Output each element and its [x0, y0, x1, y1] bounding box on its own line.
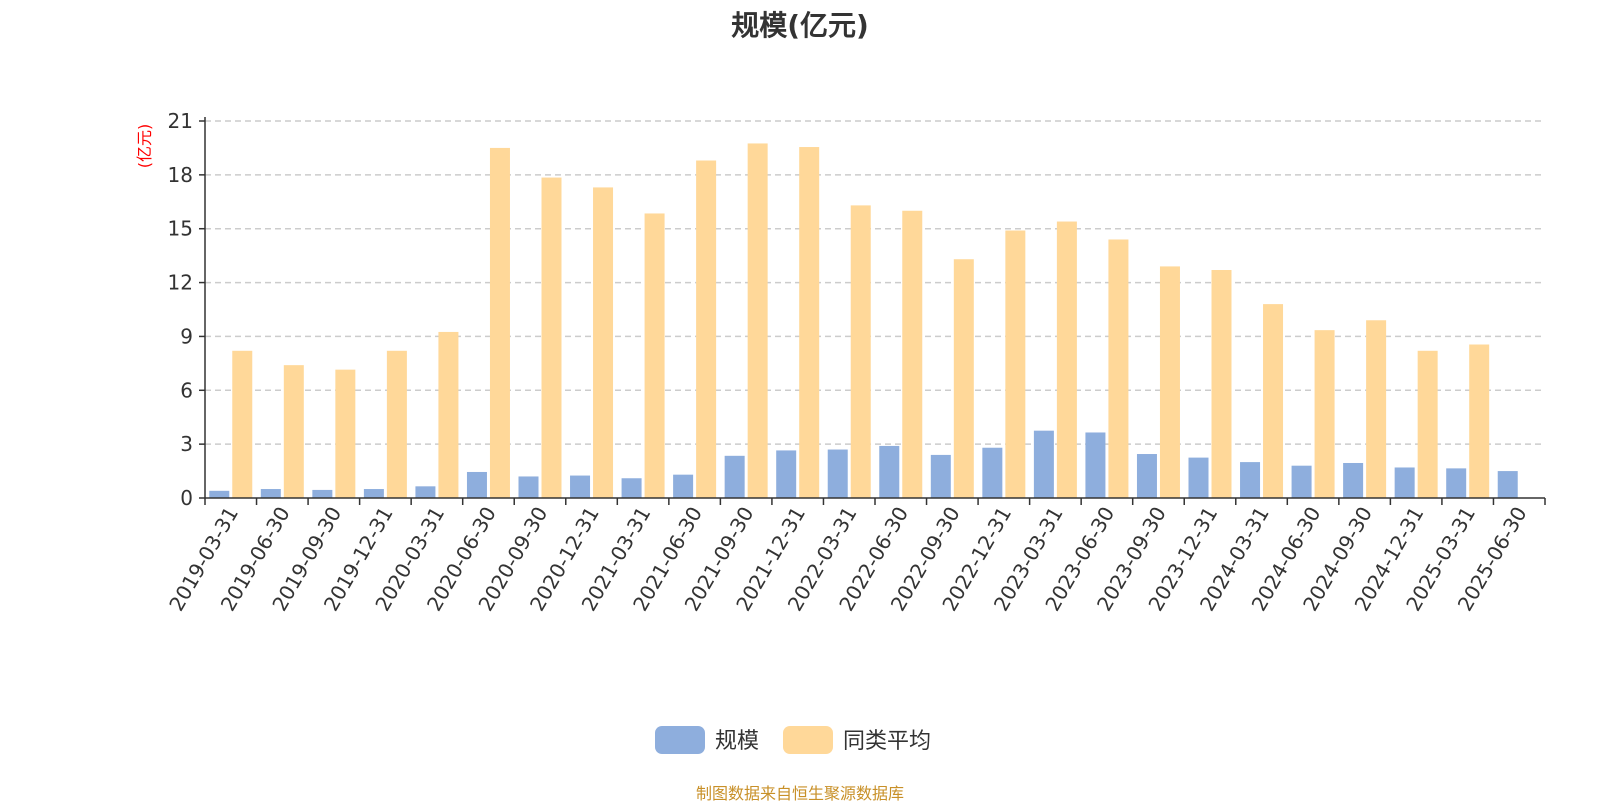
- bar-scale: [776, 450, 797, 498]
- bar-scale: [1497, 471, 1518, 498]
- bar-peer-average: [438, 331, 459, 498]
- bar-peer-average: [644, 213, 665, 498]
- y-axis-ticks: 0 3 6 9 12 15 18 21: [168, 109, 205, 510]
- legend-swatch: [783, 726, 833, 754]
- y-tick-label: 12: [168, 271, 193, 295]
- bar-peer-average: [386, 350, 407, 498]
- bar-peer-average: [747, 143, 768, 498]
- bar-peer-average: [696, 160, 717, 498]
- bar-peer-average: [335, 369, 356, 498]
- bar-peer-average: [1159, 266, 1180, 498]
- bar-scale: [827, 449, 848, 498]
- bar-scale: [209, 490, 230, 498]
- bar-scale: [673, 474, 694, 498]
- bar-peer-average: [1108, 239, 1129, 498]
- bar-peer-average: [1211, 270, 1232, 498]
- bar-scale: [1136, 454, 1157, 498]
- bar-scale: [930, 454, 951, 498]
- bar-scale: [363, 489, 384, 498]
- legend: 规模 同类平均: [655, 726, 931, 754]
- legend-label: 同类平均: [843, 729, 931, 754]
- bar-scale: [1394, 467, 1415, 498]
- bar-peer-average: [541, 177, 562, 499]
- legend-label: 规模: [715, 729, 759, 754]
- bar-peer-average: [1263, 304, 1284, 498]
- bar-scale: [1446, 468, 1467, 498]
- bar-peer-average: [1005, 230, 1026, 498]
- bar-peer-average: [799, 147, 820, 498]
- bar-peer-average: [1417, 350, 1438, 498]
- bar-scale: [879, 445, 900, 498]
- bar-scale: [724, 455, 745, 498]
- bar-peer-average: [593, 187, 614, 498]
- bar-peer-average: [283, 365, 304, 498]
- bar-scale: [1188, 457, 1209, 498]
- bar-scale: [1343, 462, 1364, 498]
- legend-swatch: [655, 726, 705, 754]
- bar-scale: [312, 489, 333, 498]
- y-tick-label: 6: [180, 378, 193, 402]
- bar-peer-average: [1056, 221, 1077, 499]
- bar-scale: [982, 447, 1003, 498]
- bar-scale: [415, 486, 436, 498]
- bar-peer-average: [902, 210, 923, 498]
- bar-peer-average: [1366, 320, 1387, 498]
- bar-scale: [1291, 465, 1312, 498]
- bar-peer-average: [489, 147, 510, 498]
- bar-scale: [1033, 430, 1054, 498]
- chart-title: 规模(亿元): [731, 9, 869, 42]
- bar-peer-average: [232, 350, 253, 498]
- y-tick-label: 21: [168, 109, 193, 133]
- y-axis-label: (亿元): [135, 124, 154, 169]
- bar-scale: [518, 476, 539, 498]
- bar-scale: [570, 475, 591, 498]
- bar-scale: [621, 478, 642, 498]
- x-axis-ticks: 2019-03-312019-06-302019-09-302019-12-31…: [164, 498, 1546, 615]
- bars: [209, 143, 1518, 499]
- gridlines: [205, 120, 1545, 445]
- bar-peer-average: [1314, 330, 1335, 498]
- y-tick-label: 9: [180, 324, 193, 348]
- y-tick-label: 0: [180, 486, 193, 510]
- bar-scale: [466, 471, 487, 498]
- y-tick-label: 15: [168, 217, 193, 241]
- y-tick-label: 18: [168, 163, 193, 187]
- source-note: 制图数据来自恒生聚源数据库: [695, 784, 904, 803]
- bar-scale: [1085, 432, 1106, 498]
- bar-peer-average: [1469, 344, 1490, 498]
- y-tick-label: 3: [180, 432, 193, 456]
- bar-scale: [1240, 462, 1261, 498]
- bar-peer-average: [850, 205, 871, 498]
- bar-scale: [260, 489, 281, 498]
- bar-peer-average: [953, 259, 974, 498]
